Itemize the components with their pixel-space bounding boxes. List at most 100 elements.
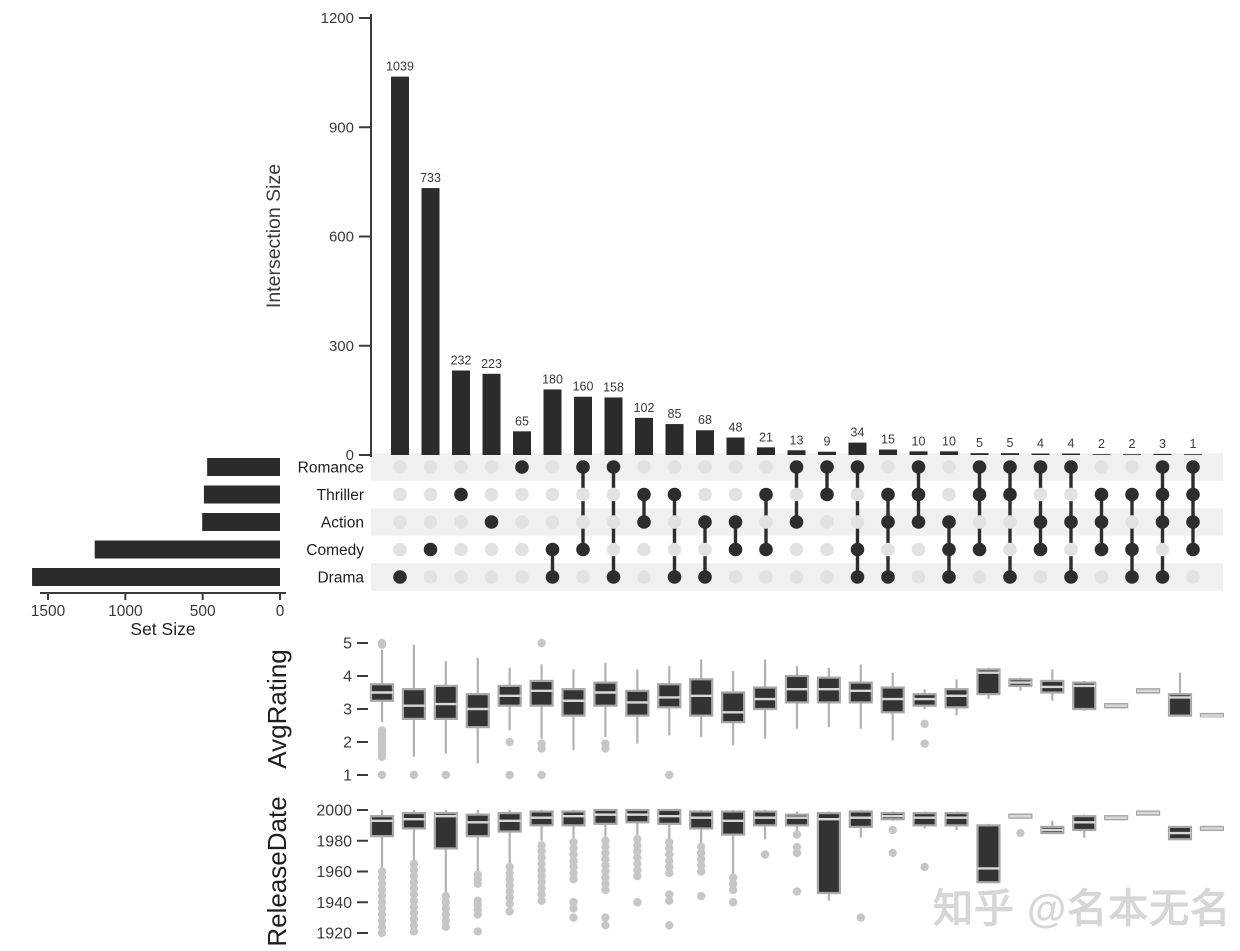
releasedate-boxplot-box [369, 815, 395, 838]
releasedate-boxplot-outlier [792, 842, 802, 852]
matrix-dot-active [850, 570, 865, 584]
matrix-dot-active [820, 487, 834, 502]
watermark: 知乎 @名本无名 [933, 887, 1232, 931]
matrix-dot-inactive [911, 542, 926, 557]
avgrating-boxplot-box [433, 684, 458, 721]
matrix-dot-inactive [515, 542, 529, 557]
releasedate-boxplot-outlier [569, 868, 578, 878]
matrix-dot-inactive [606, 542, 621, 557]
matrix-dot-active [728, 542, 743, 557]
releasedate-boxplot-outlier [377, 928, 387, 938]
set-row-label: Romance [298, 460, 364, 477]
intersection-bar [421, 188, 440, 455]
intersection-size-axis-title: Intersection Size [263, 164, 285, 308]
intersection-bar-value: 5 [1007, 436, 1014, 450]
intersection-bar-value: 10 [912, 434, 926, 448]
releasedate-boxplot-outlier [537, 871, 546, 881]
releasedate-boxplot-outlier [601, 885, 610, 895]
releasedate-boxplot-outlier [633, 859, 642, 869]
matrix-dot-inactive [1003, 515, 1017, 529]
avgrating-boxplot-box [1167, 693, 1193, 717]
releasedate-boxplot-outlier [601, 842, 610, 852]
matrix-dot-active [911, 487, 926, 502]
matrix-dot-active [972, 487, 987, 502]
intersection-axis-tick-label: 600 [329, 229, 354, 246]
releasedate-boxplot-outlier [537, 841, 546, 850]
matrix-dot-inactive [1064, 487, 1078, 502]
matrix-dot-active [637, 487, 651, 502]
intersection-bar-value: 1039 [386, 60, 414, 74]
releasedate-boxplot-outlier [505, 907, 514, 916]
avgrating-boxplot-box [529, 679, 554, 707]
releasedate-boxplot-box [816, 811, 841, 895]
avgrating-boxplot-box [401, 688, 427, 721]
releasedate-boxplot-outlier [537, 878, 546, 887]
matrix-dot-inactive [423, 460, 438, 474]
matrix-dot-inactive [545, 460, 560, 474]
intersection-bar-value: 13 [790, 433, 804, 447]
matrix-dot-active [393, 570, 407, 584]
releasedate-boxplot-outlier [505, 862, 514, 872]
matrix-dot-inactive [667, 515, 682, 529]
matrix-dot-inactive [393, 487, 407, 502]
releasedate-boxplot-outlier [409, 914, 419, 924]
releasedate-boxplot-box [497, 811, 522, 833]
releasedate-boxplot-outlier [633, 847, 642, 856]
matrix-dot-inactive [1033, 570, 1048, 584]
releasedate-boxplot-outlier [409, 921, 419, 930]
releasedate-boxplot-outlier [601, 836, 610, 845]
matrix-dot-active [1064, 460, 1078, 474]
matrix-dot-inactive [454, 542, 468, 557]
intersection-bar [635, 417, 653, 455]
matrix-dot-active [545, 570, 560, 584]
releasedate-boxplot-outlier [569, 862, 578, 872]
matrix-dot-inactive [1125, 515, 1139, 529]
releasedate-boxplot-outlier [409, 871, 419, 881]
releasedate-boxplot-outlier [665, 896, 674, 905]
releasedate-boxplot-outlier [856, 913, 865, 922]
releasedate-boxplot-outlier [569, 904, 578, 913]
set-size-bar [94, 540, 280, 559]
set-size-axis-tick-label: 1500 [31, 603, 66, 620]
avgrating-boxplot-outlier [377, 770, 387, 780]
matrix-dot-active [850, 460, 865, 474]
matrix-dot-active [911, 515, 926, 529]
matrix-dot-inactive [454, 460, 468, 474]
releasedate-boxplot-outlier [505, 881, 514, 890]
releasedate-boxplot-outlier [377, 898, 387, 907]
releasedate-boxplot-outlier [505, 874, 514, 884]
matrix-dot-active [1186, 515, 1200, 529]
matrix-dot-active [1155, 460, 1170, 474]
releasedate-boxplot-outlier [377, 904, 387, 913]
set-size-axis-tick-label: 0 [276, 603, 285, 620]
matrix-dot-inactive [423, 515, 438, 529]
releasedate-boxplot-box [433, 811, 458, 850]
matrix-dot-active [698, 570, 712, 584]
intersection-bar-value: 4 [1068, 437, 1075, 451]
intersection-bar [787, 450, 806, 455]
releasedate-boxplot-outlier [441, 922, 451, 932]
intersection-axis-tick-label: 1200 [321, 10, 354, 27]
intersection-bar [513, 431, 531, 455]
releasedate-boxplot-box [689, 810, 714, 830]
releasedate-boxplot-outlier [409, 878, 419, 887]
matrix-dot-inactive [667, 542, 682, 557]
matrix-dot-inactive [820, 515, 834, 529]
avgrating-boxplot-box [657, 683, 682, 709]
matrix-dot-inactive [789, 487, 804, 502]
intersection-bar [818, 451, 836, 455]
releasedate-boxplot-box [912, 811, 937, 827]
matrix-dot-inactive [759, 515, 773, 529]
avgrating-boxplot-box [465, 693, 490, 729]
matrix-dot-active [1155, 487, 1170, 502]
matrix-dot-active [667, 487, 682, 502]
intersection-bar-value: 733 [420, 171, 441, 185]
releasedate-boxplot-box [784, 813, 810, 827]
matrix-dot-active [1155, 515, 1170, 529]
set-size-bar [207, 458, 280, 476]
matrix-dot-active [1064, 570, 1078, 584]
matrix-dot-inactive [576, 570, 590, 584]
intersection-bar [1062, 453, 1080, 455]
set-row-label: Action [321, 515, 364, 532]
intersection-bar [970, 453, 989, 455]
